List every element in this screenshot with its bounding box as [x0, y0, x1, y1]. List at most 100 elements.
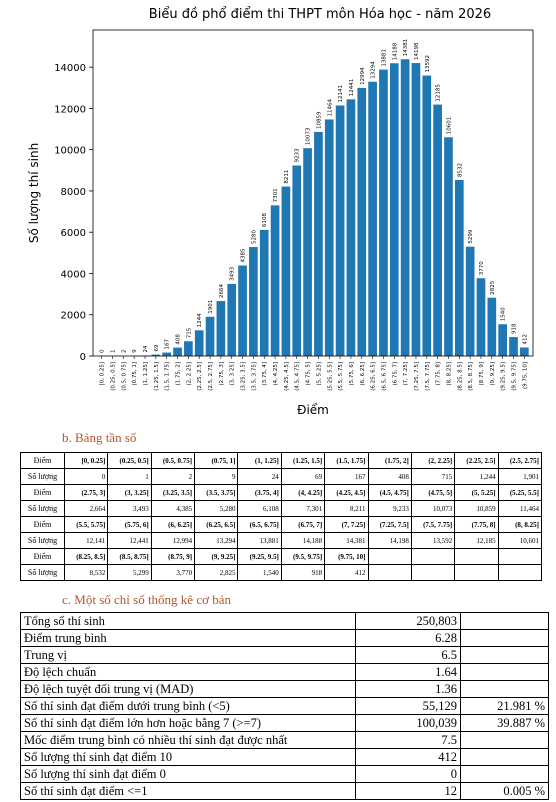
- score-range: (5.75, 6]: [107, 516, 152, 533]
- bar: [422, 75, 432, 356]
- stat-value: 39.887 %: [460, 714, 549, 732]
- bar: [314, 131, 323, 356]
- x-tick-label: (6.5, 6.75]: [381, 362, 387, 391]
- table-row: Điểm (2.75, 3] (3, 3.25] (3.25, 3.5] (3.5, 3…: [20, 484, 543, 501]
- bar-label: 3770: [479, 261, 485, 275]
- stat-label: Tổng số thí sinh: [20, 612, 356, 630]
- score-range: (4.25, 4.5]: [324, 484, 369, 501]
- score-range: (1, 1.25]: [237, 452, 282, 469]
- empty-cell: [410, 548, 456, 565]
- y-tick-label: 4000: [61, 269, 86, 280]
- stat-label: Mốc điểm trung bình có nhiều thí sinh đạ…: [20, 731, 356, 749]
- score-range: (4, 4.25]: [280, 484, 326, 501]
- stat-value: 1.64: [355, 663, 461, 681]
- empty-cell: [497, 548, 543, 565]
- bar-label: 13592: [425, 55, 431, 73]
- stat-label: Số thí sinh đạt điểm lớn hơn hoặc bằng 7…: [20, 714, 356, 732]
- bar: [216, 301, 226, 356]
- bar-label: 10859: [316, 111, 322, 129]
- bar: [509, 337, 518, 356]
- count-cell: 14,188: [280, 532, 326, 549]
- count-cell: 13,592: [410, 532, 456, 549]
- bar: [205, 316, 215, 356]
- count-cell: 3,493: [107, 500, 152, 517]
- bar-label: 1: [111, 349, 117, 353]
- x-tick-label: (6, 6.25]: [360, 362, 366, 386]
- score-range: (1.25, 1.5]: [280, 452, 326, 469]
- bar-label: 2825: [490, 280, 496, 294]
- count-cell: 10,601: [497, 532, 543, 549]
- stat-value: 7.5: [355, 731, 461, 749]
- bar: [281, 186, 291, 356]
- bar: [379, 69, 388, 357]
- stat-label: Số thí sinh đạt điểm <=1: [20, 782, 356, 800]
- x-tick-label: (7.75, 8]: [436, 362, 442, 386]
- score-range: (8.5, 8.75]: [107, 548, 152, 565]
- table-row: Số lượng 12,141 12,441 12,994 13,294 13,881 14…: [20, 532, 543, 549]
- score-range: (3.25, 3.5]: [150, 484, 196, 501]
- count-cell: 5,299: [107, 564, 152, 581]
- score-range: (9, 9.25]: [194, 548, 239, 565]
- empty-cell: [367, 564, 412, 581]
- bar-label: 715: [186, 327, 192, 338]
- bar-label: 10073: [306, 127, 312, 145]
- bar-label: 4385: [241, 248, 247, 262]
- x-tick-label: (4, 4.25]: [273, 362, 279, 386]
- table-row: Điểm trung bình 6.28: [20, 629, 549, 647]
- bar: [433, 104, 442, 356]
- stat-label: Độ lệch chuẩn: [20, 663, 356, 681]
- bar-label: 69: [154, 344, 160, 351]
- stat-value: 412: [355, 748, 461, 766]
- count-cell: 2: [150, 468, 196, 485]
- empty-cell: [497, 564, 543, 581]
- x-tick-label: (5, 5.25]: [316, 362, 322, 386]
- stat-label: Số lượng thí sinh đạt điểm 10: [20, 748, 356, 766]
- bar-label: 13294: [371, 61, 377, 79]
- stat-value: [460, 663, 549, 681]
- stats-table: Tổng số thí sinh 250,803 Điểm trung bình 6.…: [20, 612, 549, 800]
- score-range: (8.75, 9]: [150, 548, 196, 565]
- section-title: c. Một số chỉ số thống kê cơ bản: [62, 592, 231, 607]
- count-cell: 1,244: [454, 468, 499, 485]
- count-cell: 69: [280, 468, 326, 485]
- score-range: (9.75, 10]: [324, 548, 369, 565]
- score-range: (8, 8.25]: [497, 516, 543, 533]
- empty-cell: [454, 564, 499, 581]
- count-cell: 408: [367, 468, 412, 485]
- count-cell: 167: [324, 468, 369, 485]
- table-row: Độ lệch chuẩn 1.64: [20, 663, 549, 681]
- x-axis-label: Điểm: [297, 403, 329, 417]
- x-tick-label: (1.75, 2]: [176, 362, 182, 386]
- x-tick-label: (5.75, 6]: [349, 362, 355, 386]
- score-range: [0, 0.25]: [63, 452, 109, 469]
- score-range: (6.25, 6.5]: [194, 516, 239, 533]
- bar: [238, 265, 247, 356]
- x-tick-label: (6.75, 7]: [392, 362, 398, 386]
- count-cell: 24: [237, 468, 282, 485]
- count-cell: 10,073: [410, 500, 456, 517]
- y-tick-label: 6000: [61, 228, 86, 239]
- bar-label: 12994: [360, 67, 366, 85]
- score-range: (5, 5.25]: [454, 484, 499, 501]
- stat-label: Điểm trung bình: [20, 629, 356, 647]
- count-cell: 4,385: [150, 500, 196, 517]
- bar: [476, 278, 486, 356]
- count-cell: 2,825: [194, 564, 239, 581]
- bar-label: 7301: [273, 188, 279, 202]
- stat-value: 1.36: [355, 680, 461, 698]
- count-cell: 2,664: [63, 500, 109, 517]
- y-tick-label: 0: [80, 352, 86, 363]
- bar-label: 408: [176, 334, 182, 345]
- bar-label: 9233: [295, 148, 301, 162]
- table-row: Độ lệch tuyệt đối trung vị (MAD) 1.36: [20, 680, 549, 698]
- bar: [227, 283, 237, 356]
- score-range: (8.25, 8.5]: [63, 548, 109, 565]
- score-range: (7, 7.25]: [324, 516, 369, 533]
- stat-value: [460, 629, 549, 647]
- x-tick-label: (4.75, 5]: [306, 362, 312, 386]
- x-tick-label: (9.75, 10]: [522, 362, 528, 389]
- bar-label: 918: [511, 323, 517, 334]
- count-cell: 14,381: [324, 532, 369, 549]
- row-label: Điểm: [20, 548, 65, 565]
